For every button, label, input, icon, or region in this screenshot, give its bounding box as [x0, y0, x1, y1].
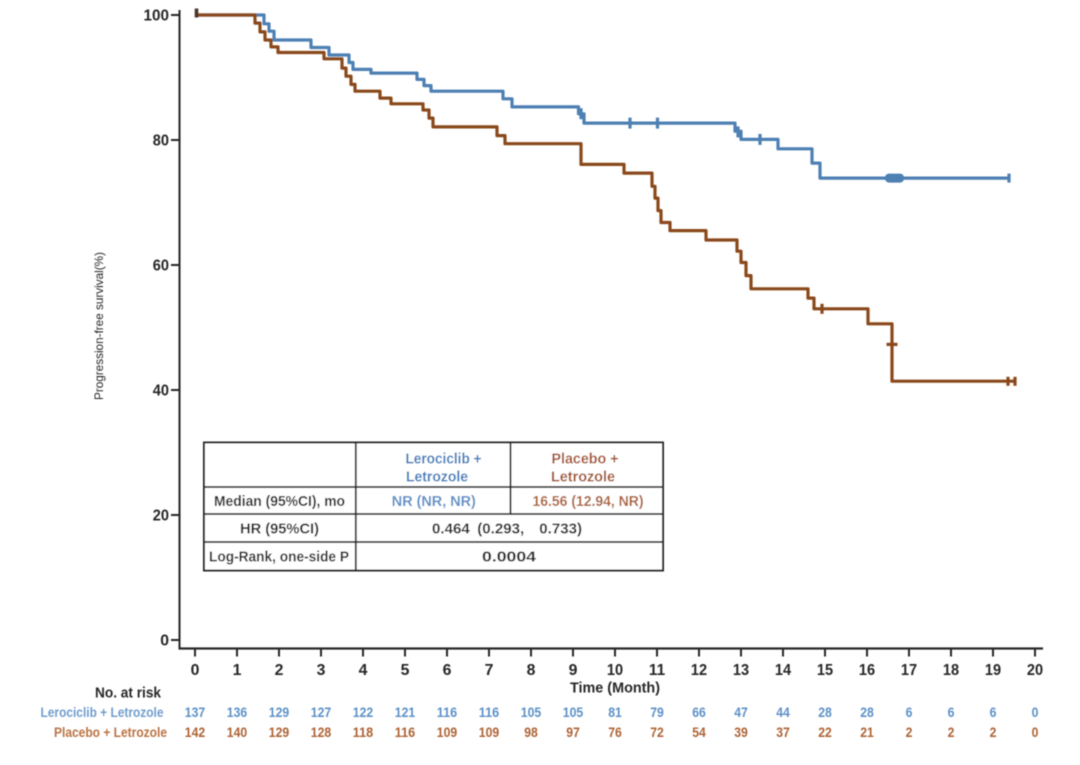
svg-text:105: 105 — [563, 704, 584, 720]
svg-text:44: 44 — [776, 704, 790, 720]
svg-text:76: 76 — [608, 724, 622, 740]
svg-text:109: 109 — [437, 724, 458, 740]
svg-text:137: 137 — [185, 704, 206, 720]
svg-text:121: 121 — [395, 704, 416, 720]
svg-text:109: 109 — [479, 724, 500, 740]
svg-text:13: 13 — [733, 662, 749, 679]
svg-text:39: 39 — [734, 724, 748, 740]
svg-text:2: 2 — [990, 724, 997, 740]
svg-text:Placebo +: Placebo + — [552, 451, 619, 468]
svg-text:47: 47 — [734, 704, 748, 720]
svg-text:3: 3 — [317, 662, 326, 679]
svg-text:2: 2 — [906, 724, 913, 740]
svg-text:5: 5 — [401, 662, 410, 679]
svg-text:116: 116 — [437, 704, 458, 720]
svg-text:116: 116 — [479, 704, 500, 720]
svg-text:60: 60 — [153, 258, 169, 275]
svg-text:8: 8 — [527, 662, 536, 679]
svg-text:98: 98 — [524, 724, 538, 740]
svg-text:0: 0 — [1032, 724, 1039, 740]
svg-text:0.0004: 0.0004 — [482, 549, 537, 566]
svg-text:37: 37 — [776, 724, 790, 740]
svg-text:Lerociclib +: Lerociclib + — [406, 451, 482, 468]
svg-text:6: 6 — [948, 704, 955, 720]
svg-text:9: 9 — [569, 662, 578, 679]
svg-text:142: 142 — [185, 724, 206, 740]
svg-text:129: 129 — [269, 724, 290, 740]
svg-text:28: 28 — [860, 704, 874, 720]
svg-text:105: 105 — [521, 704, 542, 720]
svg-text:80: 80 — [153, 133, 169, 150]
svg-text:Time (Month): Time (Month) — [570, 681, 660, 697]
svg-text:14: 14 — [775, 662, 791, 679]
svg-text:20: 20 — [1027, 662, 1043, 679]
svg-text:28: 28 — [818, 704, 832, 720]
svg-text:66: 66 — [692, 704, 706, 720]
svg-text:0.464 (0.293, 0.733): 0.464 (0.293, 0.733) — [432, 521, 582, 538]
svg-text:Log-Rank, one-side P: Log-Rank, one-side P — [209, 549, 349, 566]
svg-text:Lerociclib + Letrozole: Lerociclib + Letrozole — [41, 705, 164, 720]
svg-text:2: 2 — [275, 662, 284, 679]
svg-text:10: 10 — [607, 662, 623, 679]
svg-text:6: 6 — [906, 704, 913, 720]
svg-text:127: 127 — [311, 704, 332, 720]
svg-text:79: 79 — [650, 704, 664, 720]
svg-text:128: 128 — [311, 724, 332, 740]
svg-text:12: 12 — [691, 662, 707, 679]
svg-text:6: 6 — [990, 704, 997, 720]
svg-text:15: 15 — [817, 662, 833, 679]
svg-text:122: 122 — [353, 704, 374, 720]
svg-text:20: 20 — [153, 508, 169, 525]
svg-text:72: 72 — [650, 724, 664, 740]
svg-text:Progression-free survival(%): Progression-free survival(%) — [92, 252, 106, 400]
svg-text:19: 19 — [985, 662, 1001, 679]
svg-text:0: 0 — [1032, 704, 1039, 720]
svg-text:Median (95%CI), mo: Median (95%CI), mo — [214, 493, 345, 510]
svg-text:81: 81 — [608, 704, 622, 720]
svg-text:16.56 (12.94, NR): 16.56 (12.94, NR) — [533, 493, 644, 510]
svg-text:116: 116 — [395, 724, 416, 740]
svg-text:118: 118 — [353, 724, 374, 740]
svg-text:6: 6 — [443, 662, 452, 679]
svg-text:16: 16 — [859, 662, 875, 679]
svg-text:54: 54 — [692, 724, 706, 740]
svg-text:Letrozole: Letrozole — [406, 469, 468, 486]
svg-text:18: 18 — [943, 662, 959, 679]
svg-text:22: 22 — [818, 724, 832, 740]
svg-text:97: 97 — [566, 724, 580, 740]
svg-text:2: 2 — [948, 724, 955, 740]
svg-text:NR (NR, NR): NR (NR, NR) — [392, 493, 476, 510]
svg-text:0: 0 — [160, 633, 169, 650]
svg-text:No. at risk: No. at risk — [95, 686, 162, 702]
svg-text:Placebo + Letrozole: Placebo + Letrozole — [54, 725, 167, 740]
svg-text:HR (95%CI): HR (95%CI) — [240, 521, 319, 538]
svg-text:0: 0 — [191, 662, 200, 679]
svg-text:Letrozole: Letrozole — [551, 469, 615, 486]
svg-text:4: 4 — [359, 662, 368, 679]
svg-text:40: 40 — [153, 383, 169, 400]
svg-text:21: 21 — [860, 724, 874, 740]
svg-text:100: 100 — [144, 8, 170, 25]
svg-text:136: 136 — [227, 704, 248, 720]
svg-text:7: 7 — [485, 662, 494, 679]
svg-text:129: 129 — [269, 704, 290, 720]
svg-text:140: 140 — [227, 724, 248, 740]
svg-text:1: 1 — [233, 662, 242, 679]
svg-text:11: 11 — [649, 662, 665, 679]
svg-text:17: 17 — [901, 662, 917, 679]
